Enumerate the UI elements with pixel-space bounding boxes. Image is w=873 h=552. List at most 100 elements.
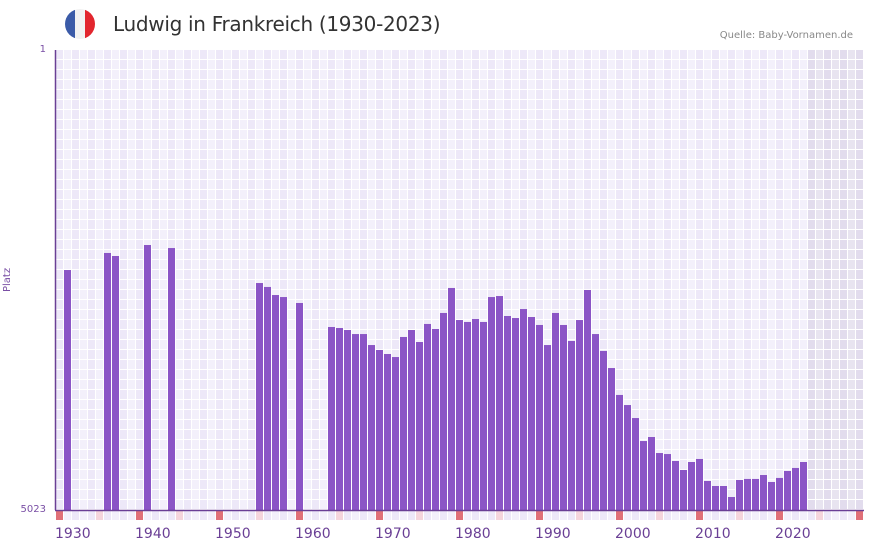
grid-cell <box>128 130 135 139</box>
grid-cell <box>784 200 791 209</box>
bar-1974 <box>408 330 415 510</box>
grid-cell <box>456 60 463 69</box>
grid-cell <box>80 130 87 139</box>
grid-cell <box>200 480 207 489</box>
grid-cell <box>664 380 671 389</box>
year-marker <box>704 511 711 520</box>
grid-cell <box>520 80 527 89</box>
grid-cell <box>176 290 183 299</box>
grid-cell <box>80 280 87 289</box>
grid-cell <box>656 230 663 239</box>
grid-cell <box>600 90 607 99</box>
grid-cell <box>576 210 583 219</box>
grid-cell <box>480 120 487 129</box>
grid-cell <box>80 240 87 249</box>
grid-cell <box>576 250 583 259</box>
grid-cell <box>680 420 687 429</box>
grid-cell <box>336 300 343 309</box>
grid-cell <box>480 250 487 259</box>
grid-cell <box>120 400 127 409</box>
grid-cell <box>400 190 407 199</box>
grid-cell <box>496 170 503 179</box>
grid-cell <box>296 260 303 269</box>
grid-cell <box>440 270 447 279</box>
grid-cell <box>528 280 535 289</box>
grid-cell <box>416 200 423 209</box>
grid-cell <box>832 330 839 339</box>
grid-cell <box>712 380 719 389</box>
grid-cell <box>680 400 687 409</box>
grid-cell <box>792 310 799 319</box>
grid-cell <box>128 240 135 249</box>
grid-cell <box>640 260 647 269</box>
grid-cell <box>112 170 119 179</box>
grid-cell <box>768 280 775 289</box>
grid-cell <box>792 270 799 279</box>
grid-cell <box>288 320 295 329</box>
grid-cell <box>640 320 647 329</box>
grid-cell <box>56 290 63 299</box>
grid-cell <box>248 220 255 229</box>
grid-cell <box>408 320 415 329</box>
y-axis-top-label: 1 <box>39 44 46 55</box>
grid-cell <box>152 480 159 489</box>
grid-cell <box>64 240 71 249</box>
grid-cell <box>744 320 751 329</box>
grid-cell <box>216 300 223 309</box>
grid-cell <box>504 110 511 119</box>
grid-cell <box>144 80 151 89</box>
grid-cell <box>648 120 655 129</box>
grid-cell <box>648 70 655 79</box>
year-marker <box>488 511 495 520</box>
grid-cell <box>152 430 159 439</box>
grid-cell <box>152 370 159 379</box>
grid-cell <box>368 110 375 119</box>
grid-cell <box>384 240 391 249</box>
grid-cell <box>528 250 535 259</box>
grid-cell <box>824 430 831 439</box>
grid-cell <box>768 70 775 79</box>
grid-cell <box>288 190 295 199</box>
grid-cell <box>824 160 831 169</box>
grid-cell <box>336 200 343 209</box>
grid-cell <box>616 100 623 109</box>
bar-1936 <box>104 252 111 511</box>
grid-cell <box>352 230 359 239</box>
grid-cell <box>776 260 783 269</box>
grid-cell <box>160 500 167 509</box>
grid-cell <box>368 210 375 219</box>
grid-cell <box>80 330 87 339</box>
grid-cell <box>88 150 95 159</box>
grid-cell <box>856 80 863 89</box>
grid-cell <box>408 160 415 169</box>
grid-cell <box>72 270 79 279</box>
grid-cell <box>744 450 751 459</box>
grid-cell <box>368 240 375 249</box>
grid-cell <box>608 80 615 89</box>
grid-cell <box>352 80 359 89</box>
grid-cell <box>632 280 639 289</box>
grid-cell <box>600 140 607 149</box>
grid-cell <box>112 150 119 159</box>
grid-cell <box>232 240 239 249</box>
grid-cell <box>472 60 479 69</box>
grid-cell <box>488 140 495 149</box>
grid-cell <box>192 400 199 409</box>
grid-cell <box>264 150 271 159</box>
grid-cell <box>640 140 647 149</box>
year-marker <box>408 511 415 520</box>
grid-cell <box>776 130 783 139</box>
grid-cell <box>120 340 127 349</box>
grid-cell <box>232 490 239 499</box>
grid-cell <box>96 160 103 169</box>
grid-cell <box>760 380 767 389</box>
grid-cell <box>392 350 399 359</box>
grid-cell <box>80 50 87 59</box>
year-marker <box>728 511 735 520</box>
grid-cell <box>568 280 575 289</box>
grid-cell <box>440 130 447 139</box>
grid-cell <box>480 240 487 249</box>
year-marker <box>208 511 215 520</box>
grid-cell <box>800 150 807 159</box>
grid-cell <box>832 370 839 379</box>
